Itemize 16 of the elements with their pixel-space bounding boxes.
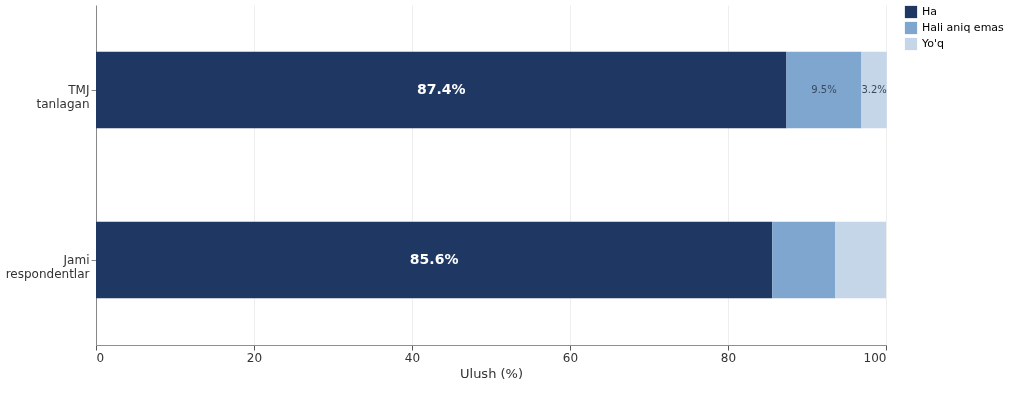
legend-label: Ha (922, 5, 938, 18)
x-tick-label: 40 (404, 350, 421, 365)
data-label: 87.4% (416, 81, 466, 97)
y-tick-label: Jami respondentlar (5, 253, 90, 281)
data-label: 85.6% (409, 251, 459, 267)
x-tick-label: 20 (246, 350, 263, 365)
legend-label: Hali aniq emas (922, 21, 1005, 34)
x-axis-title: Ulush (%) (459, 365, 524, 381)
data-label: 9.5% (811, 84, 837, 95)
x-tick-label: 100 (863, 350, 887, 365)
x-tick-label: 60 (562, 350, 579, 365)
x-tick-label: 80 (720, 350, 737, 365)
data-label: 3.2% (861, 84, 887, 95)
x-tick-label: 0 (96, 350, 105, 365)
y-tick-label: TMJ tanlagan (36, 83, 90, 111)
legend-label: Yo'q (921, 37, 944, 50)
